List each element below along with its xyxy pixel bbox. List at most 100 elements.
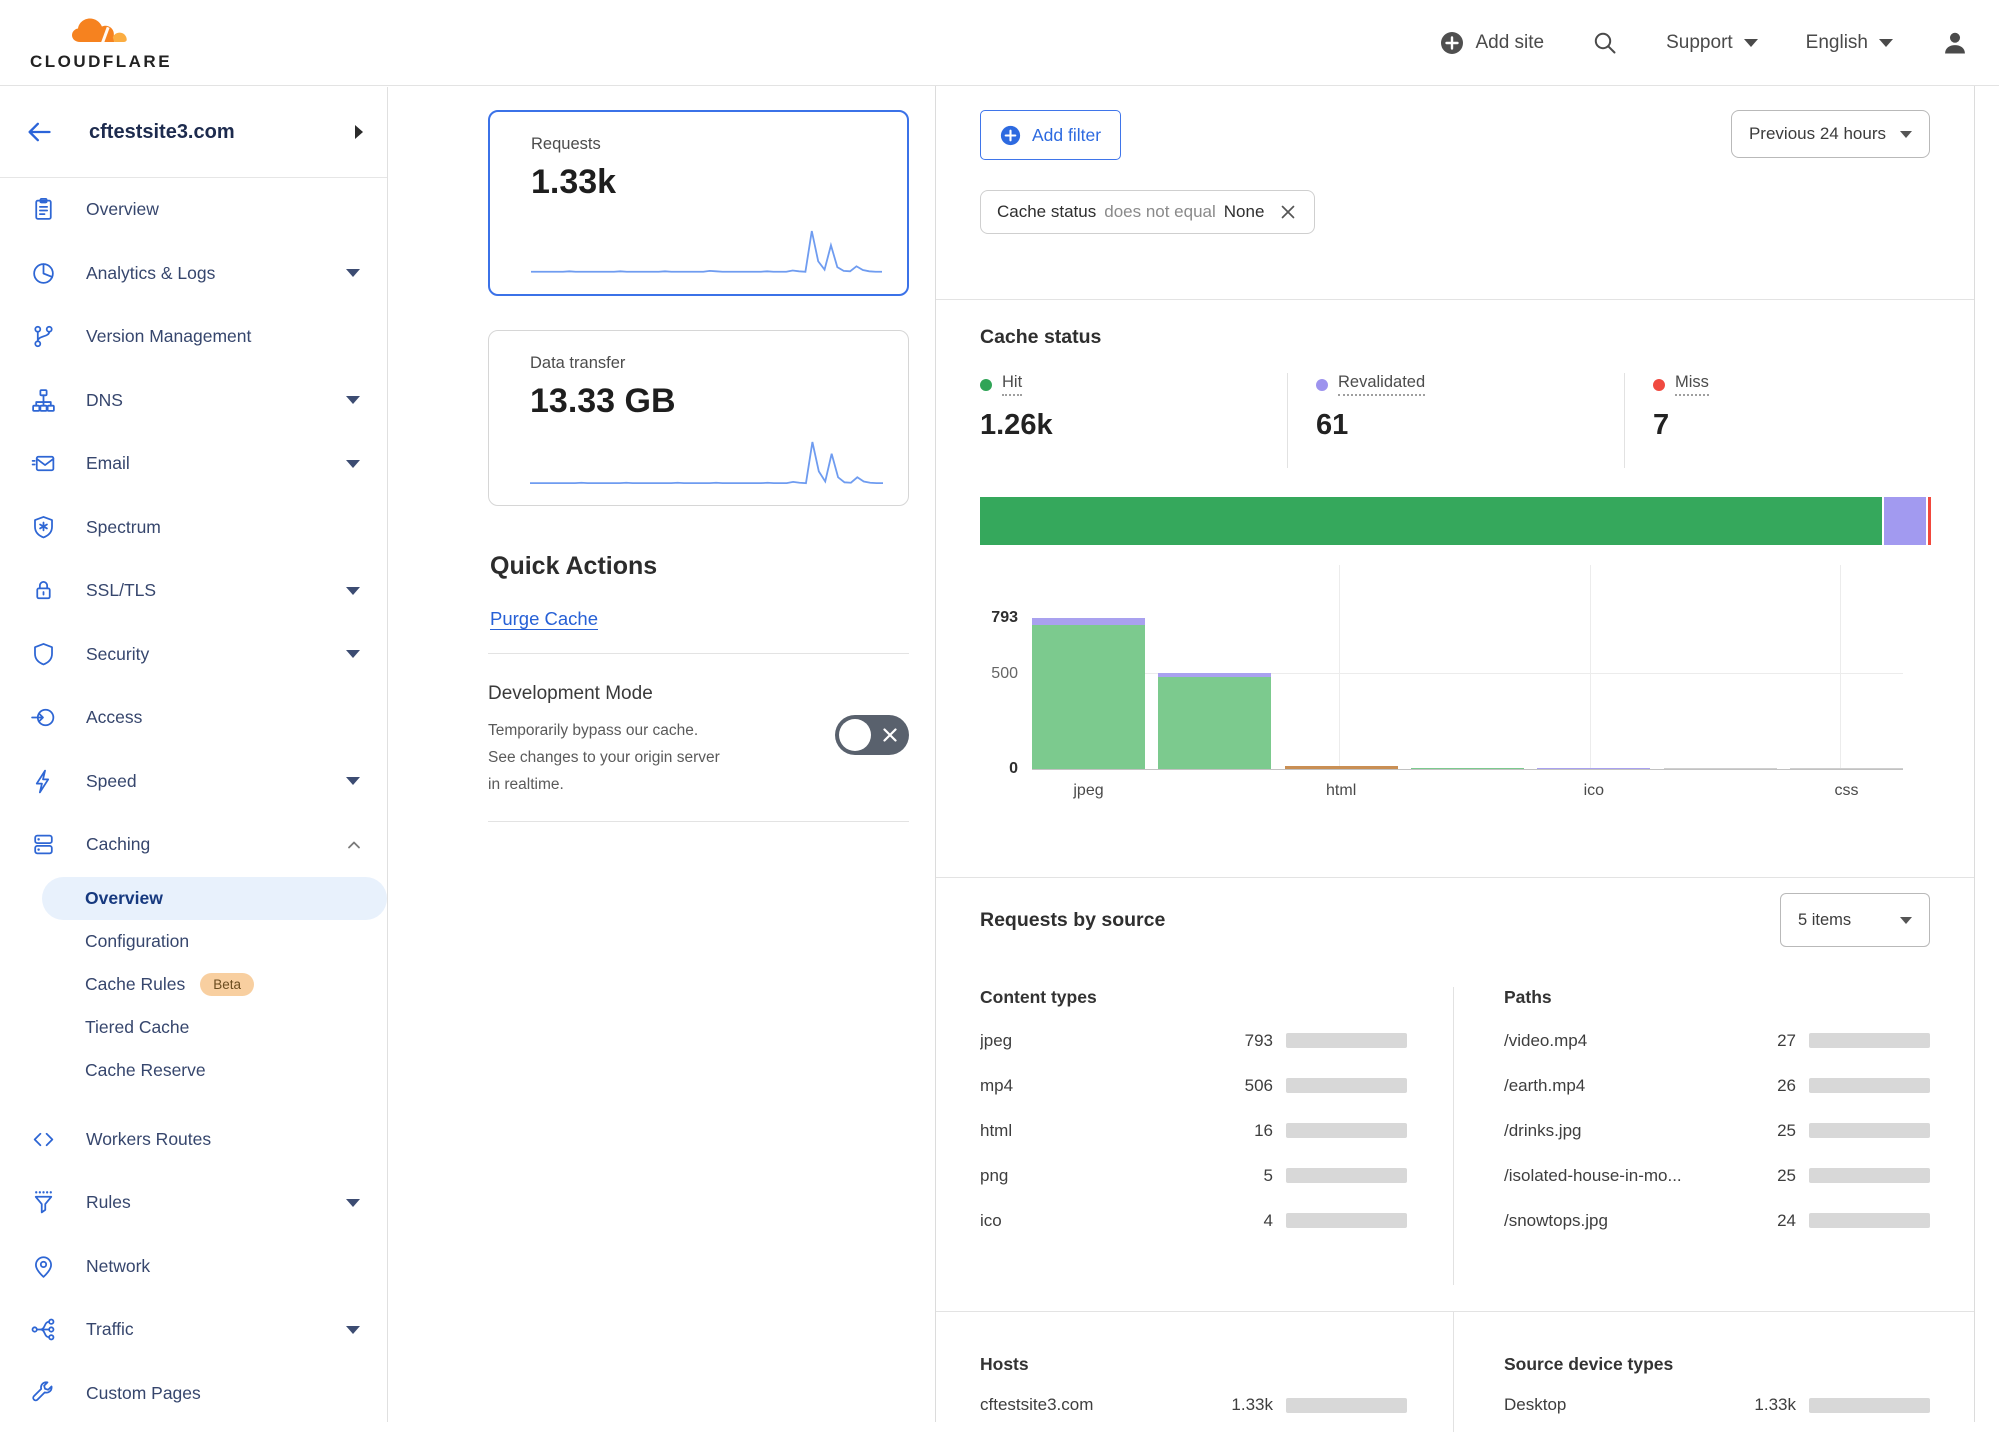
- subitem-label: Cache Rules: [85, 973, 186, 994]
- sidebar-item-traffic[interactable]: Traffic: [0, 1298, 387, 1362]
- row-bar-track: [1286, 1078, 1407, 1093]
- stat-label[interactable]: Miss: [1675, 373, 1709, 396]
- filter-chip[interactable]: Cache status does not equal None: [980, 190, 1316, 234]
- stat-label[interactable]: Revalidated: [1338, 373, 1426, 396]
- content-types-row: html 16: [980, 1108, 1407, 1153]
- sidebar-item-security[interactable]: Security: [0, 623, 387, 687]
- chevron-up-icon: [345, 836, 363, 854]
- row-label: Desktop: [1504, 1395, 1567, 1414]
- row-value: 506: [1244, 1075, 1273, 1095]
- horizontal-gridline: [1032, 672, 1903, 674]
- search-icon[interactable]: [1592, 30, 1618, 56]
- stacked-segment-revalidated: [1882, 497, 1926, 545]
- sidebar-item-caching[interactable]: Caching: [0, 813, 387, 877]
- row-label: /drinks.jpg: [1504, 1120, 1582, 1140]
- language-menu[interactable]: English: [1806, 32, 1893, 54]
- clipboard-icon: [30, 196, 57, 223]
- data-transfer-label: Data transfer: [530, 354, 626, 372]
- stat-label[interactable]: Hit: [1002, 373, 1023, 396]
- sidebar-subitem-configuration[interactable]: Configuration: [0, 920, 387, 963]
- subitem-label: Cache Reserve: [85, 1059, 206, 1080]
- requests-value: 1.33k: [531, 163, 617, 201]
- x-axis-tick: jpeg: [1073, 782, 1104, 799]
- development-mode-section: Development Mode Temporarily bypass our …: [488, 683, 909, 798]
- lock-icon: [30, 577, 57, 604]
- sidebar-item-access[interactable]: Access: [0, 686, 387, 750]
- row-value: 793: [1244, 1030, 1273, 1050]
- content-types-table: Content types jpeg 793 mp4 506 html 16 png 5 ico 4: [980, 987, 1453, 1285]
- user-icon[interactable]: [1941, 29, 1969, 57]
- remove-filter-icon[interactable]: [1278, 202, 1298, 222]
- row-value: 1.33k: [1754, 1395, 1796, 1414]
- row-value: 1.33k: [1231, 1395, 1273, 1414]
- hosts-row: cftestsite3.com 1.33k: [980, 1389, 1407, 1421]
- filter-section: Add filter Cache status does not equal N…: [936, 86, 1974, 300]
- sidebar-item-overview[interactable]: Overview: [0, 178, 387, 242]
- sidebar-item-analytics-logs[interactable]: Analytics & Logs: [0, 242, 387, 306]
- toggle-knob: [839, 719, 871, 751]
- paths-row: /video.mp4 27: [1504, 1018, 1930, 1063]
- toggle-off-x-icon: [883, 728, 897, 742]
- sidebar-item-label: Custom Pages: [86, 1382, 201, 1403]
- sidebar-item-workers-routes[interactable]: Workers Routes: [0, 1108, 387, 1172]
- sidebar-item-ssl-tls[interactable]: SSL/TLS: [0, 559, 387, 623]
- sidebar-subitem-cache-rules[interactable]: Cache Rules Beta: [0, 963, 387, 1006]
- chevron-down-icon: [346, 586, 360, 595]
- data-transfer-metric-card[interactable]: Data transfer 13.33 GB: [488, 330, 909, 506]
- sidebar-subitem-overview[interactable]: Overview: [42, 876, 387, 920]
- development-mode-toggle[interactable]: [835, 715, 909, 755]
- row-bar-track: [1286, 1123, 1407, 1138]
- chevron-right-icon[interactable]: [355, 125, 363, 139]
- bar-segment-revalidated: [1032, 618, 1145, 625]
- sidebar-item-email[interactable]: Email: [0, 432, 387, 496]
- sidebar-item-label: Traffic: [86, 1319, 134, 1340]
- sidebar-item-label: Rules: [86, 1192, 131, 1213]
- wrench-icon: [30, 1380, 57, 1407]
- devices-title: Source device types: [1504, 1354, 1674, 1374]
- bar-segment-revalidated: [1158, 672, 1272, 678]
- sidebar-item-spectrum[interactable]: Spectrum: [0, 496, 387, 560]
- divider: [488, 653, 909, 654]
- requests-by-source-title: Requests by source: [980, 908, 1166, 931]
- chart-bar-jpeg: [1032, 618, 1145, 769]
- divider: [488, 821, 909, 823]
- add-filter-button[interactable]: Add filter: [980, 110, 1122, 160]
- back-arrow-icon[interactable]: [25, 118, 53, 146]
- miss-dot: [1653, 378, 1665, 391]
- chart-bar-5: [1663, 767, 1777, 769]
- bar-segment-hit: [1032, 624, 1145, 769]
- sidebar-item-network[interactable]: Network: [0, 1235, 387, 1299]
- items-count-dropdown[interactable]: 5 items: [1780, 893, 1930, 947]
- sidebar-item-version-management[interactable]: Version Management: [0, 305, 387, 369]
- mail-icon: [30, 450, 57, 477]
- sidebar-item-dns[interactable]: DNS: [0, 369, 387, 433]
- sidebar-subitem-tiered-cache[interactable]: Tiered Cache: [0, 1006, 387, 1049]
- time-range-dropdown[interactable]: Previous 24 hours: [1730, 110, 1930, 158]
- sidebar-item-custom-pages[interactable]: Custom Pages: [0, 1362, 387, 1423]
- sidebar-item-label: Speed: [86, 770, 137, 791]
- y-axis-tick: 793: [991, 609, 1018, 626]
- sidebar-item-rules[interactable]: Rules: [0, 1171, 387, 1235]
- sidebar-item-speed[interactable]: Speed: [0, 750, 387, 814]
- pie-icon: [30, 260, 57, 287]
- purge-cache-link[interactable]: Purge Cache: [490, 608, 598, 629]
- top-header: CLOUDFLARE Add site Support English: [0, 0, 1999, 86]
- filter-field: Cache status: [997, 202, 1097, 221]
- language-label: English: [1805, 31, 1868, 53]
- chevron-down-icon: [346, 1198, 360, 1207]
- row-value: 16: [1254, 1120, 1273, 1140]
- row-label: png: [980, 1165, 1009, 1185]
- content-types-row: mp4 506: [980, 1063, 1407, 1108]
- quick-actions-title: Quick Actions: [490, 552, 658, 580]
- data-transfer-sparkline: [530, 438, 883, 488]
- bar-segment-hit: [1411, 767, 1524, 769]
- chevron-down-icon: [346, 269, 360, 278]
- requests-metric-card[interactable]: Requests 1.33k: [488, 110, 909, 296]
- sidebar-item-label: DNS: [86, 389, 123, 410]
- support-label: Support: [1666, 31, 1733, 53]
- row-label: /isolated-house-in-mo...: [1504, 1165, 1682, 1185]
- row-bar-track: [1809, 1168, 1930, 1183]
- add-site-button[interactable]: Add site: [1440, 31, 1544, 55]
- sidebar-subitem-cache-reserve[interactable]: Cache Reserve: [0, 1049, 387, 1092]
- support-menu[interactable]: Support: [1666, 32, 1758, 54]
